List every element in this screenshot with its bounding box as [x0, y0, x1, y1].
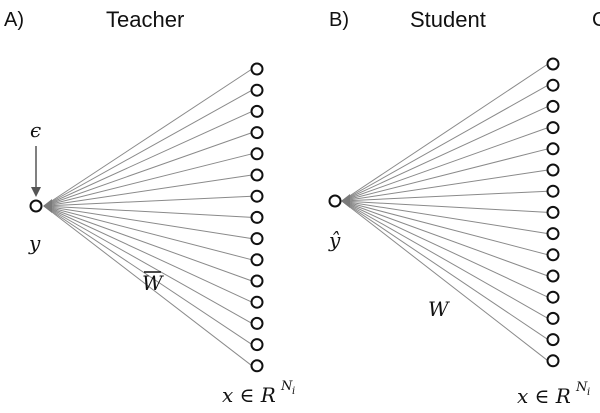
panel-b-output-node	[328, 194, 342, 208]
panel-a-output-label: y	[28, 231, 41, 255]
panel-b-edge	[341, 105, 549, 202]
panel-a-input-label-main: x ∈ R	[222, 383, 276, 407]
panel-b-input-label-superscript: N	[575, 380, 588, 395]
panel-a-title: Teacher	[106, 7, 184, 32]
panel-b-letter: B)	[329, 9, 349, 31]
panel-a-edge	[43, 205, 253, 346]
panel-b-input-nodes	[546, 57, 560, 368]
panel-b-input-node	[546, 142, 560, 156]
panel-b-input-label: x ∈ R N i	[517, 380, 590, 408]
panel-a-input-label-subscript: i	[292, 386, 295, 397]
panel-b-edge	[341, 63, 549, 202]
panel-b-input-node	[546, 184, 560, 198]
panel-b-input-node	[546, 354, 560, 368]
panel-a-input-node	[250, 104, 264, 118]
panel-b-edge	[341, 200, 549, 319]
panel-a-input-node	[250, 338, 264, 352]
panel-b-edge	[341, 200, 549, 298]
panel-a-noise-arrowhead	[31, 187, 41, 197]
panel-b-edge	[341, 148, 549, 202]
panel-b-edge	[341, 200, 549, 235]
panel-b-output-label: ŷ	[328, 228, 341, 252]
panel-b-input-node	[546, 57, 560, 71]
panel-a-letter: A)	[4, 9, 24, 31]
panel-a-input-node	[250, 274, 264, 288]
panel-a-edge	[43, 205, 253, 240]
panel-a-edge	[43, 89, 253, 207]
panel-a-weight-label: W	[142, 271, 164, 295]
panel-b-edge	[341, 200, 549, 362]
panel-b-input-node	[546, 205, 560, 219]
panel-a-edge	[43, 205, 253, 218]
panel-a-edge	[43, 110, 253, 207]
panel-a-edge	[43, 132, 253, 207]
panel-b-input-node	[546, 290, 560, 304]
panel-b-input-node	[546, 333, 560, 347]
panel-a-input-node	[250, 232, 264, 246]
panel-a-input-node	[250, 359, 264, 373]
panel-a-edge	[43, 174, 253, 207]
panel-a-noise-label: ϵ	[30, 118, 41, 142]
panel-b-edge	[341, 169, 549, 202]
panel-a-edge	[43, 205, 253, 282]
panel-b-input-node	[546, 99, 560, 113]
panel-b-input-node	[546, 269, 560, 283]
panel-b-edge	[341, 200, 549, 277]
panel-b-weight-label: W	[428, 297, 450, 321]
panel-a-edge-arrowhead	[43, 199, 52, 213]
panel-a-output-node	[29, 199, 43, 213]
panel-b-input-node	[546, 227, 560, 241]
panel-b: B) Student ŷ W x ∈ R N i	[328, 7, 590, 408]
panel-b-edge	[341, 200, 549, 341]
panel-b-title: Student	[410, 7, 486, 32]
panel-b-input-node	[546, 163, 560, 177]
panel-a-edges	[43, 68, 253, 367]
panel-a-input-node	[250, 210, 264, 224]
panel-a-edge	[43, 205, 253, 261]
panel-a-input-node	[250, 126, 264, 140]
panel-a: A) Teacher ϵ y W x ∈ R N i	[4, 7, 295, 407]
panel-b-edge	[341, 200, 549, 256]
panel-a-input-label: x ∈ R N i	[222, 379, 295, 407]
panel-a-input-node	[250, 316, 264, 330]
panel-a-input-node	[250, 147, 264, 161]
panel-a-edge	[43, 195, 253, 207]
panel-b-edge	[341, 84, 549, 202]
panel-a-input-node	[250, 253, 264, 267]
panel-c-letter-fragment: C	[592, 9, 600, 31]
panel-b-edge-arrowhead	[341, 194, 350, 208]
panel-b-edge	[341, 127, 549, 202]
panel-a-edge	[43, 153, 253, 207]
panel-b-edge	[341, 190, 549, 202]
panel-b-input-node	[546, 78, 560, 92]
panel-b-input-node	[546, 311, 560, 325]
panel-a-input-node	[250, 62, 264, 76]
panel-a-input-label-superscript: N	[280, 379, 293, 394]
panel-a-edge	[43, 205, 253, 324]
panel-b-edge	[341, 200, 549, 213]
panel-a-input-node	[250, 168, 264, 182]
panel-a-input-node	[250, 83, 264, 97]
panel-b-input-node	[546, 248, 560, 262]
panel-a-edge	[43, 205, 253, 303]
panel-a-edge	[43, 68, 253, 207]
panel-a-input-nodes	[250, 62, 264, 373]
panel-a-edge	[43, 205, 253, 367]
panel-b-input-label-main: x ∈ R	[517, 384, 571, 408]
panel-b-input-label-subscript: i	[587, 387, 590, 398]
panel-b-input-node	[546, 121, 560, 135]
panel-a-input-node	[250, 295, 264, 309]
panel-b-edges	[341, 63, 549, 362]
panel-a-input-node	[250, 189, 264, 203]
